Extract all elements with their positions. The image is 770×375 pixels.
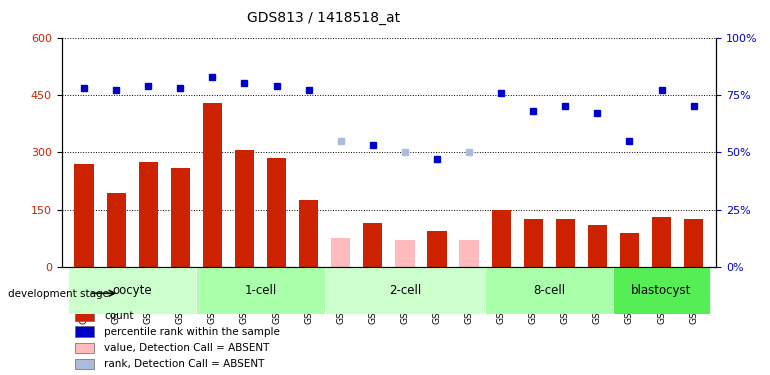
Text: 8-cell: 8-cell: [533, 284, 565, 297]
FancyBboxPatch shape: [485, 267, 614, 314]
Bar: [460, 240, 479, 267]
Text: rank, Detection Call = ABSENT: rank, Detection Call = ABSENT: [104, 359, 265, 369]
Text: oocyte: oocyte: [112, 284, 152, 297]
Text: value, Detection Call = ABSENT: value, Detection Call = ABSENT: [104, 343, 270, 353]
Bar: [395, 240, 414, 267]
FancyBboxPatch shape: [196, 267, 325, 314]
Bar: [556, 219, 575, 267]
Text: percentile rank within the sample: percentile rank within the sample: [104, 327, 280, 337]
Bar: [588, 225, 607, 267]
Bar: [299, 200, 318, 267]
Text: count: count: [104, 310, 134, 321]
Text: development stage: development stage: [8, 290, 109, 299]
Bar: [427, 231, 447, 267]
Bar: [491, 210, 511, 267]
Bar: [235, 150, 254, 267]
Bar: [684, 219, 703, 267]
Bar: [75, 327, 94, 337]
Bar: [203, 103, 222, 267]
FancyBboxPatch shape: [68, 267, 196, 314]
Bar: [171, 168, 190, 267]
FancyBboxPatch shape: [325, 267, 485, 314]
Bar: [75, 164, 94, 267]
Bar: [139, 162, 158, 267]
Text: 2-cell: 2-cell: [389, 284, 421, 297]
FancyBboxPatch shape: [614, 267, 710, 314]
Bar: [620, 233, 639, 267]
Bar: [75, 358, 94, 369]
Bar: [267, 158, 286, 267]
Bar: [331, 238, 350, 267]
Bar: [652, 217, 671, 267]
Text: GDS813 / 1418518_at: GDS813 / 1418518_at: [247, 11, 400, 25]
Bar: [75, 342, 94, 353]
Bar: [75, 310, 94, 321]
Bar: [524, 219, 543, 267]
Bar: [106, 192, 126, 267]
Bar: [363, 223, 383, 267]
Text: blastocyst: blastocyst: [631, 284, 691, 297]
Text: 1-cell: 1-cell: [244, 284, 276, 297]
